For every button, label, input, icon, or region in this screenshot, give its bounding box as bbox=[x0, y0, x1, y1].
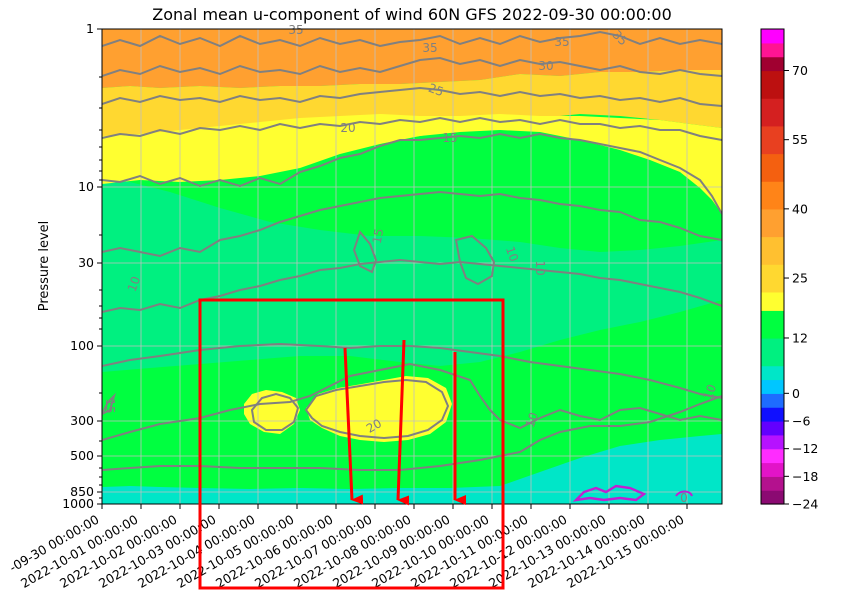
contour-label: 0 bbox=[680, 491, 688, 505]
colorbar-tick-label: 25 bbox=[792, 271, 808, 286]
negative-contour bbox=[572, 484, 647, 502]
contour-label: 35 bbox=[288, 23, 303, 37]
contour-labels: 35 35 35 35 30 25 20 15 15 15 10 10 10 1… bbox=[103, 23, 719, 505]
contour-label: 30 bbox=[538, 59, 553, 73]
colorbar-segment bbox=[761, 29, 784, 44]
colorbar-tick-label: −6 bbox=[792, 413, 810, 428]
contour-label: 20 bbox=[340, 121, 355, 135]
colorbar-segment bbox=[761, 490, 784, 505]
colorbar-segment bbox=[761, 420, 784, 436]
colorbar-tick-label: 0 bbox=[792, 386, 800, 401]
colorbar-segment bbox=[761, 56, 784, 72]
contour-label: 35 bbox=[554, 35, 569, 49]
colorbar-segment bbox=[761, 462, 784, 477]
plot-frame bbox=[101, 28, 723, 505]
contour-label: 15 bbox=[370, 227, 386, 244]
colorbar-segment bbox=[761, 125, 784, 155]
colorbar-frame bbox=[760, 28, 785, 505]
colorbar-segment bbox=[761, 365, 784, 381]
colorbar-tick-label: 70 bbox=[792, 63, 808, 78]
colorbar-ticks: 70 55 40 25 12 0 −6 −12 −18 −24 bbox=[784, 63, 818, 512]
contour-label: 10 bbox=[125, 274, 143, 293]
colorbar-tick-label: 55 bbox=[792, 132, 808, 147]
colorbar-segment bbox=[761, 448, 784, 464]
colorbar-segment bbox=[761, 42, 784, 58]
y-tick-label: 1000 bbox=[62, 496, 94, 511]
jet-core-main bbox=[306, 376, 452, 442]
colorbar-segment bbox=[761, 291, 784, 311]
colorbar: 70 55 40 25 12 0 −6 −12 −18 −24 bbox=[760, 28, 818, 512]
colorbar-segment bbox=[761, 393, 784, 408]
colorbar-segment bbox=[761, 264, 784, 293]
y-axis: 1 10 30 100 300 500 850 1000 Pressure le… bbox=[37, 21, 102, 511]
colorbar-segment bbox=[761, 208, 784, 238]
annotation-arrow bbox=[343, 347, 364, 505]
colorbar-segment bbox=[761, 236, 784, 265]
x-axis: -09-30 00:00:00 2022-10-01 00:00:00 2022… bbox=[7, 504, 688, 591]
plot-field bbox=[102, 29, 722, 504]
colorbar-segment bbox=[761, 153, 784, 182]
contour-label: 10 bbox=[533, 260, 547, 275]
field-yellow-band bbox=[102, 114, 722, 214]
y-tick-label: 30 bbox=[78, 255, 94, 270]
colorbar-segment bbox=[761, 476, 784, 491]
y-tick-label: 500 bbox=[70, 448, 94, 463]
field-teal-low bbox=[102, 434, 722, 504]
chart-title: Zonal mean u-component of wind 60N GFS 2… bbox=[152, 5, 672, 24]
colorbar-segments bbox=[761, 29, 784, 505]
contour-label: 15 bbox=[103, 398, 117, 413]
y-tick-label: 100 bbox=[70, 338, 94, 353]
colorbar-tick-label: −18 bbox=[792, 469, 818, 484]
colorbar-segment bbox=[761, 337, 784, 367]
contour-label: 35 bbox=[422, 41, 437, 55]
colorbar-segment bbox=[761, 181, 784, 210]
colorbar-segment bbox=[761, 70, 784, 99]
colorbar-tick-label: −12 bbox=[792, 441, 818, 456]
highlight-box bbox=[198, 298, 505, 590]
colorbar-segment bbox=[761, 98, 784, 127]
contour-label: 20 bbox=[364, 416, 384, 436]
zero-contour-mark bbox=[675, 490, 693, 497]
contour-label: 10 bbox=[701, 382, 719, 401]
y-tick-label: 1 bbox=[86, 21, 94, 36]
colorbar-segment bbox=[761, 379, 784, 394]
colorbar-segment bbox=[761, 310, 784, 339]
annotation-arrow bbox=[396, 339, 410, 506]
contour-lines bbox=[102, 30, 722, 471]
y-tick-label: 850 bbox=[70, 484, 94, 499]
colorbar-segment bbox=[761, 407, 784, 422]
contour-label: 10 bbox=[503, 244, 521, 263]
contour-label: 25 bbox=[426, 81, 445, 99]
y-axis-label: Pressure level bbox=[37, 221, 52, 312]
field-green-light bbox=[102, 178, 722, 372]
colorbar-segment bbox=[761, 434, 784, 450]
annotations bbox=[198, 298, 505, 590]
colorbar-tick-label: 40 bbox=[792, 201, 808, 216]
colorbar-tick-label: 12 bbox=[792, 330, 808, 345]
y-tick-label: 10 bbox=[78, 179, 94, 194]
colorbar-tick-label: −24 bbox=[792, 497, 818, 512]
contour-label: 10 bbox=[523, 410, 541, 429]
y-tick-label: 300 bbox=[70, 413, 94, 428]
contour-label: 15 bbox=[442, 131, 457, 145]
